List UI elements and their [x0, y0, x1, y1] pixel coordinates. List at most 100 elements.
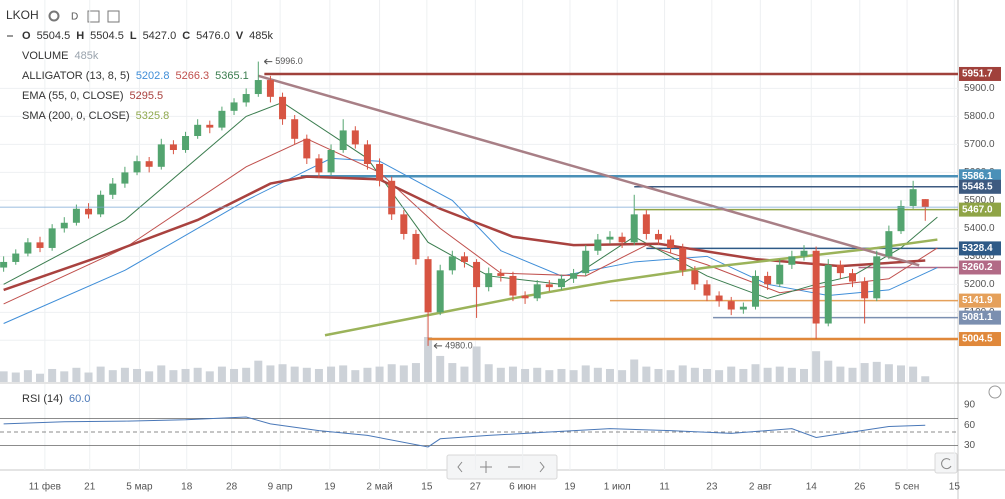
volume-bar — [11, 372, 20, 382]
volume-bar — [205, 371, 214, 382]
legend-text: 5365.1 — [215, 70, 249, 82]
zoom-in[interactable] — [480, 461, 492, 473]
volume-bar — [387, 364, 396, 382]
candle-body — [630, 214, 638, 243]
candle-body — [12, 253, 20, 262]
volume-bar — [727, 366, 736, 382]
level-label-bg — [959, 310, 1001, 325]
legend-text: O — [22, 30, 31, 42]
volume-bar — [460, 366, 469, 382]
level-label-bg — [959, 179, 1001, 194]
candle-body — [121, 172, 129, 184]
candle-body — [60, 222, 68, 229]
volume-bar — [48, 368, 57, 382]
candle-body — [218, 110, 226, 128]
volume-bar — [266, 365, 275, 382]
volume-bar — [84, 372, 93, 382]
interval[interactable]: D — [71, 12, 78, 23]
panel-settings[interactable] — [988, 385, 1002, 399]
candle-body — [109, 183, 117, 195]
x-tick-label: 5 мар — [126, 482, 153, 493]
level-label-bg — [959, 202, 1001, 217]
candle-body — [194, 124, 202, 137]
volume-bar — [472, 346, 481, 382]
legend-text: ALLIGATOR (13, 8, 5) — [22, 70, 130, 82]
level-label: 5586.1 — [962, 171, 993, 182]
x-tick-label: 2 май — [366, 482, 392, 493]
candle-body — [436, 270, 444, 313]
x-tick-label: 2 авг — [749, 482, 772, 493]
annotation-label: 5996.0 — [275, 56, 303, 66]
candle-body — [764, 275, 772, 285]
candle-body — [315, 158, 323, 173]
volume-bar — [751, 364, 760, 382]
volume-bar — [339, 365, 348, 382]
settings-icon[interactable] — [48, 10, 60, 22]
candle-body — [776, 264, 784, 285]
legend-text: L — [130, 30, 137, 42]
volume-bar — [133, 368, 142, 382]
volume-bar — [327, 366, 336, 382]
volume-bar — [787, 367, 796, 382]
compare-icon[interactable] — [87, 10, 100, 23]
x-tick-label: 23 — [706, 482, 718, 493]
x-tick-label: 1 июл — [604, 482, 631, 493]
volume-bar — [230, 368, 239, 382]
legend-text: 5427.0 — [143, 30, 177, 42]
candle-body — [618, 236, 626, 243]
volume-bar — [921, 376, 930, 382]
candle-body — [800, 250, 808, 257]
level-label-bg — [959, 332, 1001, 347]
candle-body — [460, 256, 468, 262]
scroll-left[interactable] — [457, 461, 463, 473]
candle-body — [497, 273, 505, 276]
indicators-icon[interactable] — [107, 10, 120, 23]
volume-bar — [375, 366, 384, 382]
y-tick-label: 5800.0 — [964, 111, 995, 122]
legend-text: 60.0 — [69, 393, 90, 405]
volume-bar — [424, 337, 433, 382]
candle-body — [279, 96, 287, 120]
candle-body — [545, 284, 553, 288]
level-label-bg — [959, 66, 1001, 81]
volume-bar — [181, 368, 190, 382]
volume-bar — [36, 373, 45, 382]
volume-bar — [618, 370, 627, 382]
level-label-bg — [959, 293, 1001, 308]
volume-bar — [290, 366, 299, 382]
legend-text: 5295.5 — [129, 90, 163, 102]
x-tick-label: 15 — [421, 482, 433, 493]
volume-bar — [775, 366, 784, 382]
volume-bar — [824, 360, 833, 382]
annotation-arrow — [263, 58, 273, 65]
candle-body — [679, 247, 687, 271]
legend-text: RSI (14) — [22, 393, 63, 405]
volume-bar — [581, 365, 590, 382]
candle-body — [351, 130, 359, 145]
volume-bar — [799, 368, 808, 382]
level-label-bg — [959, 260, 1001, 275]
candle-body — [788, 256, 796, 265]
volume-bar — [436, 355, 445, 382]
candle-body — [400, 214, 408, 234]
volume-bar — [108, 370, 117, 382]
legend-text: 5504.5 — [37, 30, 71, 42]
x-tick-label: 18 — [181, 482, 193, 493]
x-tick-label: 28 — [226, 482, 238, 493]
reset-button[interactable] — [934, 452, 958, 474]
candle-body — [182, 136, 190, 151]
x-tick-label: 6 июн — [509, 482, 536, 493]
legend-text: 5325.8 — [136, 110, 170, 122]
candle-body — [739, 306, 747, 310]
volume-bar — [0, 371, 8, 382]
scroll-right[interactable] — [539, 461, 545, 473]
candle-body — [97, 194, 105, 215]
level-label: 5081.1 — [962, 312, 993, 323]
volume-bar — [242, 367, 251, 382]
volume-bar — [860, 363, 869, 382]
candle-body — [206, 124, 214, 128]
x-tick-label: 14 — [806, 482, 818, 493]
volume-bar — [545, 370, 554, 382]
candle-body — [873, 256, 881, 299]
